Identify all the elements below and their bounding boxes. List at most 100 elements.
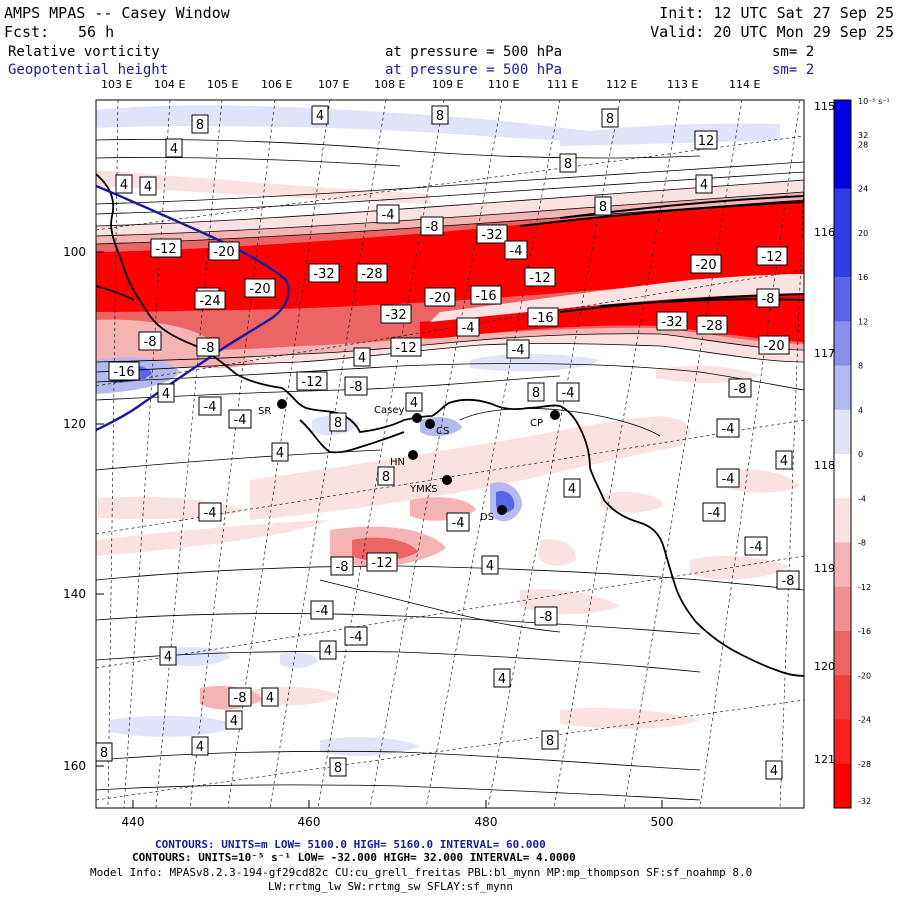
colorbar-band <box>834 188 851 234</box>
colorbar-tick-label: -28 <box>858 760 871 769</box>
colorbar-band <box>834 365 851 411</box>
svg-text:-4: -4 <box>510 244 523 259</box>
svg-text:-28: -28 <box>701 319 722 334</box>
colorbar-band <box>834 586 851 632</box>
contour-label: -4 <box>228 409 252 429</box>
contour-label: -4 <box>506 339 530 359</box>
svg-text:4: 4 <box>170 142 178 157</box>
svg-text:-28: -28 <box>361 267 382 282</box>
svg-text:8: 8 <box>546 734 554 749</box>
svg-text:-4: -4 <box>234 413 247 428</box>
contour-label: -24 <box>194 290 226 310</box>
svg-text:-32: -32 <box>481 228 502 243</box>
svg-text:4: 4 <box>770 764 778 779</box>
contour-label: 4 <box>157 383 175 403</box>
contour-label: -12 <box>756 246 788 266</box>
svg-text:8: 8 <box>599 200 607 215</box>
station-hn-marker <box>408 450 418 460</box>
contour-label: -8 <box>344 376 368 396</box>
colorbar-tick-label: 28 <box>858 140 868 149</box>
svg-text:4: 4 <box>410 396 418 411</box>
contour-label: -8 <box>756 288 780 308</box>
contour-label: 8 <box>431 105 449 125</box>
contour-label: -28 <box>696 315 728 335</box>
svg-text:-4: -4 <box>382 208 395 223</box>
station-ds-marker <box>497 505 507 515</box>
contour-label: -32 <box>380 304 412 324</box>
colorbar-tick-label: -32 <box>858 797 871 806</box>
svg-text:-20: -20 <box>695 258 716 273</box>
svg-text:-8: -8 <box>336 560 349 575</box>
colorbar-tick-label: -20 <box>858 671 871 680</box>
colorbar-tick-label: -16 <box>858 627 871 636</box>
svg-text:4: 4 <box>316 109 324 124</box>
contour-label: -4 <box>376 204 400 224</box>
svg-text:-4: -4 <box>316 604 329 619</box>
contour-label: -4 <box>198 502 222 522</box>
contour-label: 8 <box>329 412 347 432</box>
svg-text:4: 4 <box>568 482 576 497</box>
y-tick-label: 100 <box>63 245 86 259</box>
contour-label: -4 <box>344 626 368 646</box>
svg-text:-32: -32 <box>385 308 406 323</box>
lon-label: 107 E <box>318 78 350 91</box>
station-label: DS <box>480 512 494 523</box>
contour-label: 4 <box>319 640 337 660</box>
colorbar-tick-label: 4 <box>858 406 863 415</box>
x-tick-label: 440 <box>122 815 145 829</box>
colorbar-band <box>834 144 851 189</box>
contour-label: 4 <box>405 392 423 412</box>
svg-text:4: 4 <box>120 178 128 193</box>
contour-label: 12 <box>694 130 718 150</box>
svg-text:8: 8 <box>564 157 572 172</box>
contour-label: 8 <box>527 382 545 402</box>
svg-text:4: 4 <box>358 351 366 366</box>
contour-label: -12 <box>296 371 328 391</box>
contour-label: 4 <box>563 478 581 498</box>
colorbar-band <box>834 763 851 809</box>
forecast-hour: 56 h <box>78 23 115 41</box>
contour-label: -8 <box>228 687 252 707</box>
svg-text:-8: -8 <box>234 691 247 706</box>
svg-text:-16: -16 <box>475 289 496 304</box>
valid-time: Valid: 20 UTC Mon 29 Sep 25 <box>650 23 894 41</box>
colorbar-tick-label: -8 <box>858 539 866 548</box>
contour-label: -4 <box>456 317 480 337</box>
svg-text:-8: -8 <box>426 220 439 235</box>
svg-text:-32: -32 <box>313 267 334 282</box>
svg-text:-12: -12 <box>529 271 550 286</box>
x-tick-label: 460 <box>298 815 321 829</box>
y-tick-label: 120 <box>63 417 86 431</box>
contour-label: -20 <box>758 335 790 355</box>
svg-text:-8: -8 <box>144 335 157 350</box>
colorbar-tick-label: 16 <box>858 273 868 282</box>
lon-label: 113 E <box>667 78 699 91</box>
y-tick-label: 160 <box>63 759 86 773</box>
contour-label: 4 <box>765 760 783 780</box>
colorbar-band <box>834 631 851 676</box>
contour-label: -16 <box>108 361 140 381</box>
svg-text:4: 4 <box>164 650 172 665</box>
contour-label: 4 <box>159 646 177 666</box>
svg-text:4: 4 <box>700 178 708 193</box>
svg-text:-4: -4 <box>512 343 525 358</box>
svg-text:8: 8 <box>606 112 614 127</box>
svg-text:4: 4 <box>486 559 494 574</box>
colorbar-tick-label: 32 <box>858 131 868 140</box>
svg-text:-12: -12 <box>301 375 322 390</box>
lon-label: 108 E <box>374 78 406 91</box>
svg-text:-20: -20 <box>213 245 234 260</box>
station-ymks-marker <box>442 475 452 485</box>
contour-label: -16 <box>470 285 502 305</box>
field2-smoothing: sm= 2 <box>772 62 815 78</box>
y-tick-label: 140 <box>63 587 86 601</box>
station-sr-marker <box>277 399 287 409</box>
svg-text:-8: -8 <box>734 382 747 397</box>
contour-label: 4 <box>139 176 157 196</box>
contour-label: -4 <box>446 512 470 532</box>
svg-text:-8: -8 <box>540 610 553 625</box>
contour-label: 8 <box>191 114 209 134</box>
svg-text:-4: -4 <box>204 400 217 415</box>
svg-text:-24: -24 <box>199 294 220 309</box>
